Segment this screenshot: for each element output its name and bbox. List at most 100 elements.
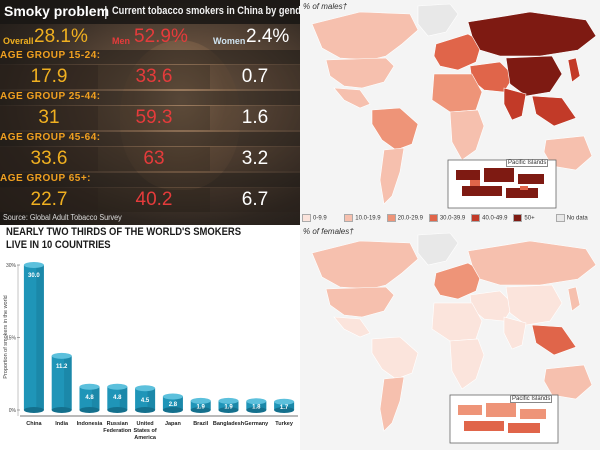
age-group-label: AGE GROUP 65+: — [0, 173, 300, 187]
bar-base — [23, 407, 44, 413]
women-cell: 3.2 — [210, 147, 300, 171]
inset-label-females: Pacific Islands — [510, 395, 553, 403]
bar-base — [107, 407, 128, 413]
age-group-row: 33.6 63 3.2 — [0, 147, 300, 171]
category-label: Federation — [103, 428, 132, 434]
age-group-label: AGE GROUP 45-64: — [0, 132, 300, 146]
pacific-inset-f — [449, 394, 559, 444]
age-group-row: 17.9 33.6 0.7 — [0, 65, 300, 89]
legend-item: No data — [555, 214, 588, 222]
map-males: % of males† Pacific Islands 0-9.9 10.0-19… — [300, 0, 600, 225]
y-tick-label: 0% — [9, 408, 17, 414]
bar — [274, 401, 295, 410]
legend-label: No data — [566, 215, 588, 222]
category-label: United — [137, 421, 154, 427]
bar-top — [246, 398, 267, 405]
land-usa-f — [325, 286, 395, 318]
women-cell: 6.7 — [210, 188, 300, 212]
category-label: Germany — [244, 421, 269, 427]
bar-shade — [286, 401, 295, 410]
age-group-label: AGE GROUP 25-44: — [0, 91, 300, 105]
legend-item: 50+ — [513, 214, 535, 222]
age-group-label: AGE GROUP 15-24: — [0, 50, 300, 64]
women-cell: 0.7 — [210, 65, 300, 89]
land-india — [503, 87, 527, 121]
men-cell: 63 — [98, 147, 210, 171]
bar-value-label: 1.9 — [224, 404, 233, 410]
legend-swatch — [428, 214, 438, 222]
land-africa-south-f — [449, 338, 485, 390]
bar-shade — [230, 400, 239, 410]
land-europe — [433, 33, 483, 71]
bar-shade — [147, 388, 156, 410]
map-females-title: % of females† — [303, 227, 354, 236]
bar-base — [162, 407, 183, 413]
men-cell: 33.6 — [98, 65, 210, 89]
bar-shade — [175, 396, 183, 410]
legend-label: 0-9.9 — [313, 215, 327, 222]
category-label: India — [55, 421, 69, 427]
source-note: Source: Global Adult Tobacco Survey — [3, 213, 122, 222]
pacific-inset — [447, 159, 557, 209]
bar-top — [190, 397, 211, 404]
legend-swatch — [513, 214, 523, 222]
bar-value-label: 1.8 — [252, 405, 261, 411]
bar — [79, 386, 100, 410]
bar-value-label: 30.0 — [28, 273, 40, 279]
land-south-america-south — [379, 147, 405, 205]
bar — [107, 386, 128, 410]
category-label: Turkey — [275, 421, 294, 427]
overall-cell: 31 — [0, 106, 98, 130]
legend-swatch — [302, 214, 311, 222]
men-label: Men — [112, 36, 130, 46]
bar-chart-svg: Proportion of smokers in the world 0% 15% 3… — [3, 262, 298, 441]
category-label: Bangladesh — [213, 421, 245, 427]
land-mexico-f — [333, 316, 371, 338]
bar — [51, 355, 72, 410]
legend-label: 40.0-49.9 — [482, 215, 508, 222]
top-ten-chart: NEARLY TWO THIRDS OF THE WORLD'S SMOKERS… — [0, 225, 300, 450]
land-canada-f — [311, 240, 419, 290]
bar-value-label: 11.2 — [56, 364, 68, 370]
bar-base — [190, 407, 211, 413]
land-southeast-asia — [531, 95, 577, 127]
legend-swatch — [555, 214, 565, 222]
legend-swatch — [344, 214, 354, 222]
table-title-bar: Smoky problem | Current tobacco smokers … — [0, 0, 300, 24]
china-smoking-table: Smoky problem | Current tobacco smokers … — [0, 0, 300, 225]
land-usa — [325, 57, 395, 89]
map-females: % of females† Pacific Islands — [300, 225, 600, 450]
legend-item: 20.0-29.9 — [386, 214, 423, 222]
overall-cell: 33.6 — [0, 147, 98, 171]
men-cell: 59.3 — [98, 106, 210, 130]
land-australia-f — [543, 364, 593, 400]
table-subtitle: Current tobacco smokers in China by gend… — [112, 5, 300, 17]
bar-base — [246, 407, 267, 413]
land-greenland-f — [417, 232, 459, 266]
legend-label: 30.0-39.9 — [439, 215, 466, 222]
category-label: Japan — [165, 421, 182, 427]
bar-shade — [36, 265, 44, 410]
overall-cell: 22.7 — [0, 188, 98, 212]
bar-top — [135, 385, 156, 392]
bar-base — [79, 407, 100, 413]
table-title: Smoky problem — [4, 3, 110, 19]
map-males-legend: 0-9.9 10.0-19.9 20.0-29.9 30.0-39.9 40.0-49.… — [302, 214, 598, 224]
age-group-row: 31 59.3 1.6 — [0, 106, 300, 130]
bar-shade — [203, 400, 211, 410]
legend-item: 0-9.9 — [302, 214, 327, 222]
women-cell: 1.6 — [210, 106, 300, 130]
legend-label: 50+ — [524, 215, 535, 222]
land-greenland — [417, 3, 459, 37]
bar — [162, 396, 183, 410]
legend-swatch — [386, 214, 396, 222]
land-japan — [567, 57, 581, 83]
land-south-america-south-f — [379, 376, 405, 432]
legend-item: 30.0-39.9 — [428, 214, 466, 222]
inset-label-males: Pacific Islands — [506, 159, 549, 167]
legend-swatch — [471, 214, 481, 222]
bar-value-label: 1.7 — [280, 405, 289, 411]
bar-top — [162, 393, 183, 400]
category-label: States of — [133, 428, 156, 434]
legend-label: 10.0-19.9 — [355, 215, 381, 222]
